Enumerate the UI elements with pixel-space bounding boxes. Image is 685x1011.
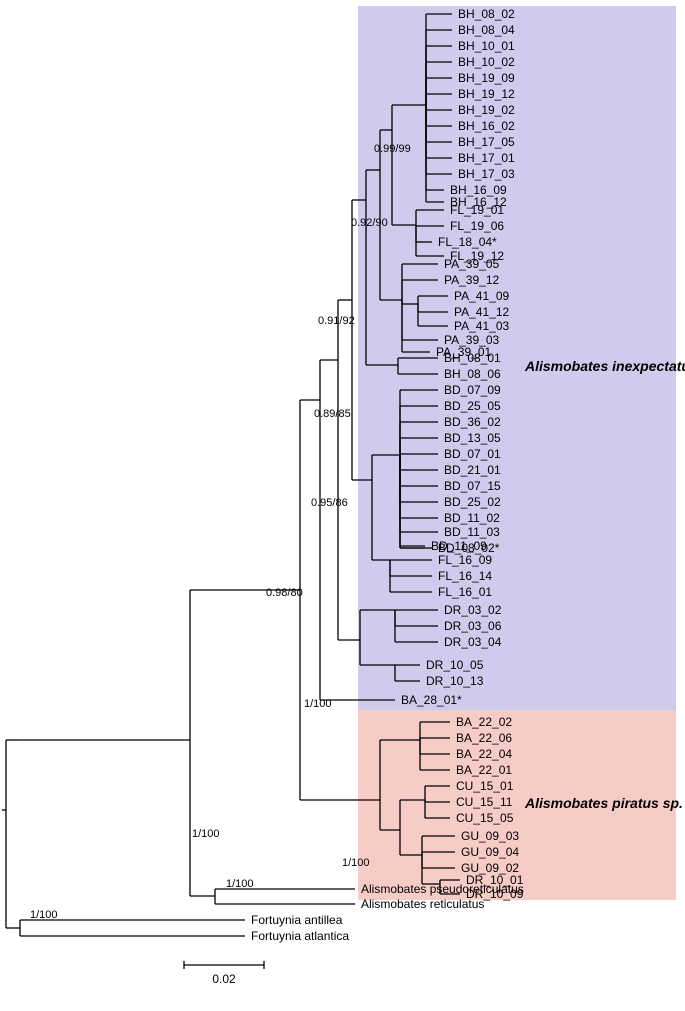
tip-label: BD_21_01 [444, 463, 501, 477]
tip-label: BH_17_03 [458, 167, 515, 181]
tip-label: BD_07_09 [444, 383, 501, 397]
tip-label: BA_22_06 [456, 731, 512, 745]
tip-label: FL_16_14 [438, 569, 492, 583]
clade-piratus-label: Alismobates piratus sp. n. [524, 795, 685, 811]
tip-label: BD_11_02 [444, 511, 500, 525]
clade-inexpectatus-label: Alismobates inexpectatus [524, 358, 685, 374]
tip-label: CU_15_11 [456, 795, 513, 809]
tip-label: BD_36_02 [444, 415, 501, 429]
tip-label: BD_13_05 [444, 431, 501, 445]
tip-label: DR_03_04 [444, 635, 502, 649]
support-label: 0.98/80 [266, 587, 303, 599]
tip-label: BA_22_02 [456, 715, 512, 729]
tip-label: BH_08_04 [458, 23, 515, 37]
tip-label: BA_22_01 [456, 763, 512, 777]
tip-label: PA_39_12 [444, 273, 499, 287]
tip-label: BH_10_01 [458, 39, 515, 53]
tip-label: DR_10_05 [426, 658, 484, 672]
phylogenetic-tree: 1/100 Fortuynia antillea Fortuynia atlanti… [0, 0, 685, 1011]
tip-label: BH_19_12 [458, 87, 515, 101]
scale-bar-label: 0.02 [212, 972, 236, 986]
tip-label: PA_39_01 [436, 345, 491, 359]
support-label: 0.91/92 [318, 315, 355, 327]
tip-label: DR_03_06 [444, 619, 502, 633]
tip-label: BD_08_02* [438, 541, 500, 555]
tip-label: BH_16_12 [450, 195, 507, 209]
tip-label: FL_16_09 [438, 553, 492, 567]
support-label: 0.99/99 [374, 143, 411, 155]
tip-label: BD_25_05 [444, 399, 501, 413]
tip-label: BH_19_09 [458, 71, 515, 85]
tip-label: BH_17_05 [458, 135, 515, 149]
tip-label: BD_07_15 [444, 479, 501, 493]
tip-label: DR_10_01 [466, 873, 524, 887]
tip-label: BA_22_04 [456, 747, 512, 761]
tip-label: BH_19_02 [458, 103, 515, 117]
support-label: 0.89/85 [314, 408, 351, 420]
tip-label: DR_10_09 [466, 887, 524, 901]
tip-label: BH_17_01 [458, 151, 515, 165]
support-label: 1/100 [226, 878, 254, 890]
tip-label: BH_16_02 [458, 119, 515, 133]
tip-label: Fortuynia antillea [251, 913, 343, 927]
support-label: 1/100 [192, 828, 220, 840]
support-label: 1/100 [30, 909, 58, 921]
tip-label: DR_10_13 [426, 674, 484, 688]
support-label: 1/100 [304, 698, 332, 710]
tip-label: FL_19_12 [450, 249, 504, 263]
tip-label: FL_19_06 [450, 219, 504, 233]
tip-label: GU_09_03 [461, 829, 519, 843]
tip-label: Fortuynia atlantica [251, 929, 349, 943]
tip-label: PA_41_03 [454, 319, 509, 333]
support-label: 0.92/90 [351, 217, 388, 229]
tip-label: CU_15_05 [456, 811, 514, 825]
tip-label: FL_16_01 [438, 585, 492, 599]
tip-label: DR_03_02 [444, 603, 502, 617]
support-label: 0.95/86 [311, 497, 348, 509]
tip-label: CU_15_01 [456, 779, 514, 793]
tip-label: BH_08_02 [458, 7, 515, 21]
tip-label: BD_25_02 [444, 495, 501, 509]
tip-label: BH_10_02 [458, 55, 515, 69]
tip-label: PA_41_09 [454, 289, 509, 303]
tip-label: BH_08_06 [444, 367, 501, 381]
support-label: 1/100 [342, 857, 370, 869]
tip-label: BA_28_01* [401, 693, 462, 707]
tip-label: PA_41_12 [454, 305, 509, 319]
tip-label: BD_11_03 [444, 525, 500, 539]
tip-label: GU_09_04 [461, 845, 519, 859]
tip-label: FL_18_04* [438, 235, 497, 249]
tip-label: BD_07_01 [444, 447, 501, 461]
